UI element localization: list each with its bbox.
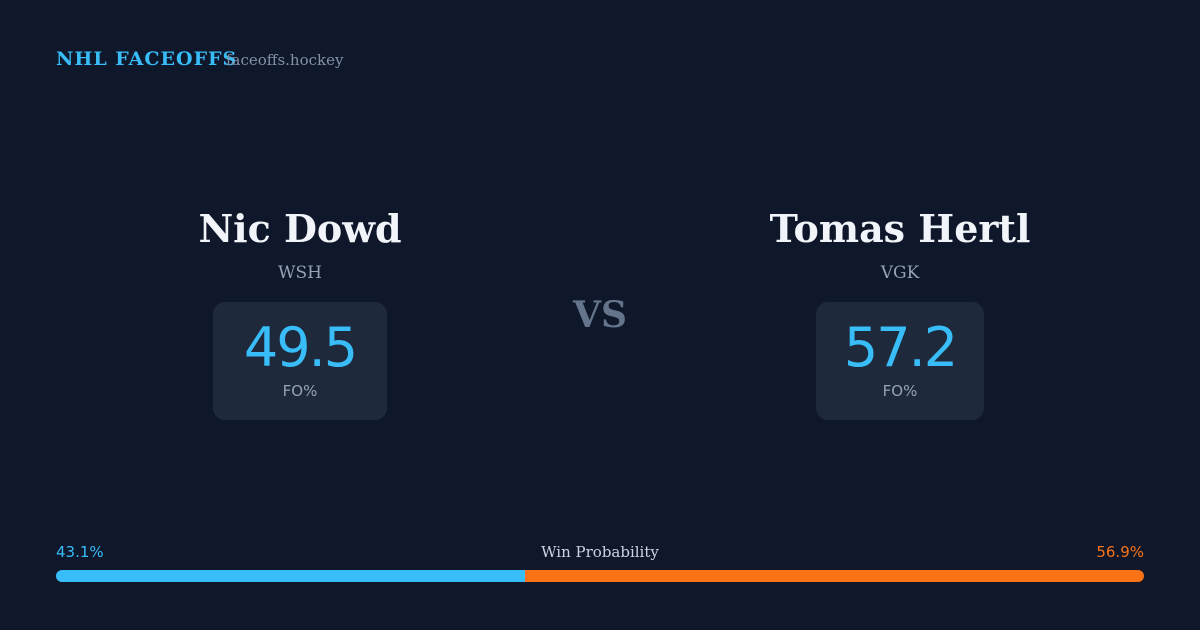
fo-label: FO% [282,382,318,400]
fo-label: FO% [882,382,918,400]
win-prob-segment [56,570,525,582]
fo-pct: 49.5 [243,316,358,379]
fo-pct: 57.2 [843,316,958,379]
player-name: Nic Dowd [198,206,402,251]
stat-box [816,302,984,420]
player-name: Tomas Hertl [769,206,1031,251]
stat-box [213,302,387,420]
win-prob-bar [56,570,1144,582]
win-prob-segment [524,570,1144,582]
team: VGK [880,263,920,283]
vs: VS [573,294,627,336]
win-prob-label: 56.9% [1096,543,1144,561]
team: WSH [278,263,322,283]
win-prob-title: Win Probability [541,543,659,561]
win-prob-label: 43.1% [56,543,104,561]
brand: NHL FACEOFFS [56,48,238,70]
site: faceoffs.hockey [226,51,344,69]
